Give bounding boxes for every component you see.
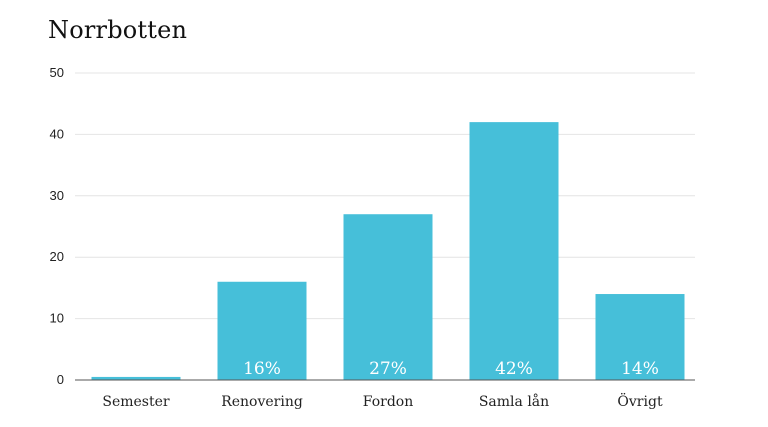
bar xyxy=(217,281,307,380)
bar xyxy=(469,122,559,381)
y-tick-label: 20 xyxy=(50,249,64,264)
y-tick-label: 50 xyxy=(50,65,64,80)
x-category-label: Fordon xyxy=(363,394,413,410)
bar xyxy=(343,214,433,380)
y-tick-label: 10 xyxy=(50,311,64,326)
x-category-label: Samla lån xyxy=(479,393,549,410)
chart-title: Norrbotten xyxy=(48,16,188,44)
x-category-label: Semester xyxy=(102,394,170,410)
bars xyxy=(91,122,685,381)
bar xyxy=(595,294,685,380)
y-tick-label: 0 xyxy=(57,372,64,387)
y-tick-label: 30 xyxy=(50,188,64,203)
x-category-label: Renovering xyxy=(221,394,303,410)
y-tick-label: 40 xyxy=(50,126,64,141)
x-axis-category-labels: Semester Renovering Fordon Samla lån Övrigt xyxy=(102,392,663,410)
data-labels: 16% 27% 42% 14% xyxy=(243,359,659,379)
y-axis-tick-labels: 0 10 20 30 40 50 xyxy=(50,65,64,387)
data-label: 42% xyxy=(495,359,533,379)
data-label: 27% xyxy=(369,359,407,379)
bar xyxy=(91,376,181,380)
data-label: 14% xyxy=(621,359,659,379)
data-label: 16% xyxy=(243,359,281,379)
x-category-label: Övrigt xyxy=(617,392,663,410)
